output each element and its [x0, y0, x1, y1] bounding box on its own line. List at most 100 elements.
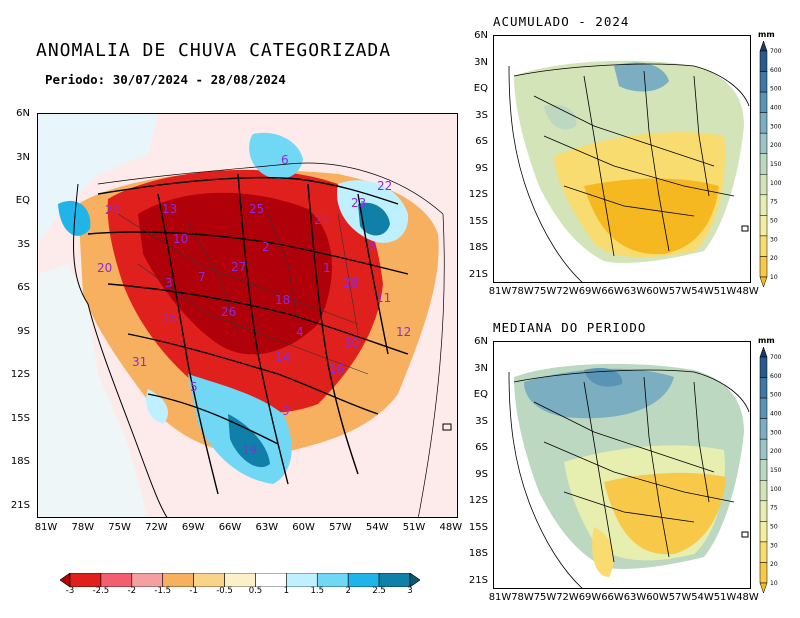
wet-patch-north [249, 132, 303, 179]
acumulado-y-tick: 9S [475, 162, 488, 174]
vcolorbar-label: 200 [770, 448, 782, 455]
colorbar-swatch [100, 572, 133, 588]
mediana-colorbar: mm 700 600 500 400 300 200 150 100 75 50 30 20 10 [758, 336, 800, 609]
wet-core-south [228, 414, 270, 468]
mediana-map [493, 341, 751, 589]
vcolorbar-label: 30 [770, 542, 778, 549]
western-coastline [73, 183, 168, 517]
colorbar-swatch [224, 572, 256, 588]
vcolorbar-swatch [759, 194, 768, 216]
sub-basin-lines [117, 213, 369, 375]
basin-number: 3 [165, 276, 173, 290]
main-x-tick: 72W [145, 522, 168, 533]
acumulado-colorbar-svg: 700 600 500 400 300 200 150 100 75 50 30 20 10 [759, 41, 782, 288]
basin-number: 12 [396, 325, 411, 339]
acumulado-x-tick: 51W [713, 286, 737, 297]
basin-number: 21 [314, 213, 329, 227]
vcolorbar-label: 100 [770, 486, 782, 493]
main-y-tick: 12S [10, 369, 30, 380]
colorbar-swatch [69, 572, 102, 588]
anomaly-colorbar-svg [59, 572, 421, 588]
mediana-y-tick: 6N [474, 336, 488, 347]
colorbar-label: -0.5 [216, 586, 233, 596]
basin-number: 19 [242, 443, 257, 457]
acumulado-x-tick: 63W [623, 286, 647, 297]
basin-number: 26 [221, 305, 236, 319]
mediana-dry-south [592, 527, 614, 577]
acumulado-island-marker [741, 225, 749, 232]
basin-number: 15 [162, 311, 177, 325]
basin-number: 11 [376, 291, 391, 305]
basin-number: 25 [249, 202, 264, 216]
mediana-colorbar-unit: mm [758, 336, 775, 345]
main-y-tick: 3S [17, 238, 30, 250]
vcolorbar-swatch [759, 521, 768, 543]
colorbar-swatch [347, 572, 380, 588]
acumulado-y-tick: 3N [474, 56, 488, 68]
basin-number: 20 [97, 261, 112, 275]
vcolorbar-swatch [759, 562, 768, 584]
mediana-x-tick: 66W [601, 592, 624, 603]
mediana-y-tick: 18S [468, 548, 488, 559]
vcolorbar-label: 500 [770, 392, 782, 399]
vcolorbar-swatch [759, 71, 768, 93]
mediana-y-tick: 6S [475, 442, 488, 453]
colorbar-label: -1 [189, 586, 198, 596]
acumulado-x-tick: 81W [488, 286, 512, 297]
mediana-x-tick: 51W [713, 592, 737, 603]
mediana-y-tick: 21S [468, 574, 488, 586]
colorbar-swatch [131, 572, 164, 588]
colorbar-label: -1.5 [154, 586, 172, 596]
period-label: Periodo: 30/07/2024 - 28/08/2024 [45, 72, 286, 87]
acumulado-x-tick: 66W [601, 286, 624, 297]
anomaly-colorbar [59, 572, 421, 588]
vcolorbar-label: 50 [770, 524, 778, 531]
vcolorbar-label: 600 [770, 373, 782, 380]
colorbar-swatch [316, 572, 349, 588]
vcolorbar-label: 150 [770, 467, 782, 474]
main-x-tick: 69W [181, 522, 205, 533]
vcolorbar-max-arrow [759, 347, 768, 358]
colorbar-min-arrow [59, 572, 71, 588]
mediana-x-tick: 78W [511, 592, 534, 603]
colorbar-label: -2 [127, 586, 137, 596]
colorbar-swatch [162, 572, 194, 588]
mediana-x-tick: 57W [668, 592, 692, 603]
basin-number: 4 [296, 325, 304, 339]
basin-number: 8 [368, 239, 376, 253]
vcolorbar-label: 100 [770, 180, 782, 187]
colorbar-label: -3 [65, 586, 75, 596]
acumulado-x-tick: 54W [691, 286, 714, 297]
basin-number: 13 [162, 202, 177, 216]
basin-number: 10 [173, 232, 188, 246]
vcolorbar-label: 700 [770, 48, 782, 55]
acumulado-y-tick: EQ [473, 83, 488, 94]
basin-number: 31 [132, 355, 147, 369]
acumulado-y-tick: 15S [468, 215, 488, 227]
vcolorbar-swatch [759, 500, 768, 522]
main-y-tick: EQ [15, 195, 30, 206]
mediana-y-tick: EQ [473, 389, 488, 400]
vcolorbar-label: 500 [770, 86, 782, 93]
acumulado-x-tick: 57W [668, 286, 692, 297]
vcolorbar-swatch [759, 256, 768, 278]
vcolorbar-label: 150 [770, 161, 782, 168]
basin-number: 28 [343, 276, 358, 290]
basin-number: 14 [275, 350, 290, 364]
main-map-title: ANOMALIA DE CHUVA CATEGORIZADA [36, 40, 392, 61]
acumulado-x-tick: 48W [736, 286, 759, 297]
acumulado-title: ACUMULADO - 2024 [493, 14, 630, 29]
pacific-coast-region [38, 264, 148, 517]
colorbar-label: 2.5 [372, 586, 386, 596]
acumulado-x-tick: 72W [556, 286, 579, 297]
acumulado-y-tick: 3S [475, 109, 488, 121]
basin-number: 5 [190, 380, 198, 394]
mediana-x-tick: 75W [533, 592, 557, 603]
vcolorbar-label: 200 [770, 142, 782, 149]
northern-border [97, 162, 444, 215]
wet-patch-west [58, 200, 91, 236]
basin-number: 22 [377, 179, 392, 193]
pacific-region [38, 114, 158, 244]
mediana-x-tick: 54W [691, 592, 714, 603]
main-x-tick: 57W [329, 522, 352, 533]
